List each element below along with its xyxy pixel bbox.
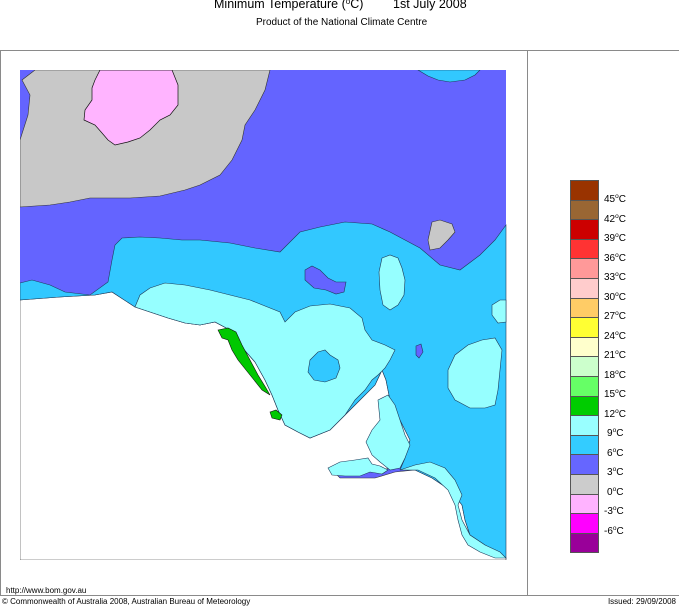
legend-swatch [571,259,598,279]
legend-divider [527,50,528,596]
legend-label: 27oC [604,310,626,322]
legend-swatch [571,494,598,515]
legend-swatch [571,514,598,534]
legend-swatch [571,318,598,338]
legend-label: 12oC [604,408,626,420]
land-region-12to15 [217,327,271,396]
land-region-9to12-east-small [491,299,507,324]
legend-swatch [571,376,598,397]
subtitle: Product of the National Climate Centre [256,17,428,28]
land-region-9to12-east [447,337,503,409]
land-region-3to6-lake-small [415,343,424,359]
legend-label: 9oC [607,427,624,439]
legend-label: 3oC [607,466,624,478]
map-frame [0,50,679,596]
legend-label: 30oC [604,291,626,303]
legend-swatch [571,435,598,456]
legend-label: 42oC [604,213,626,225]
legend-swatch [571,298,598,319]
legend-swatch [571,396,598,417]
legend-swatch [571,181,598,201]
source-url: http://www.bom.gov.au [6,586,87,595]
legend-label: 36oC [604,252,626,264]
legend-label: 39oC [604,232,626,244]
legend-swatch [571,474,598,495]
issued-date: Issued: 29/09/2008 [607,597,676,606]
legend-label: 18oC [604,369,626,381]
land-region-9to12-central [378,254,406,311]
legend-swatch [571,337,598,358]
land-region-6to9-lake [307,349,341,383]
legend-label: 0oC [607,486,624,498]
legend-label: 33oC [604,271,626,283]
legend-label: 24oC [604,330,626,342]
legend-swatch [571,220,598,240]
land-region-9to12-southeast [399,461,507,559]
legend-label: 21oC [604,349,626,361]
legend-swatch [571,416,598,436]
temperature-map [20,70,507,560]
land-region-kangaroo-island [327,457,389,477]
land-region-9to12-peninsula [365,394,411,471]
legend-label: 45oC [604,193,626,205]
land-region-m3to0 [83,70,179,146]
legend-label: -3oC [604,505,624,517]
title-date: 1st July 2008 [393,0,467,11]
land-region-3to6-lake [304,265,347,295]
title-text: Minimum Temperature (oC) [214,0,364,11]
copyright: © Commonwealth of Australia 2008, Austra… [2,597,251,606]
legend-swatch [571,278,598,299]
legend [570,180,599,554]
legend-label: 15oC [604,388,626,400]
land-region-0to3 [20,70,271,208]
legend-swatch [571,357,598,377]
legend-label: 6oC [607,447,624,459]
legend-swatch [571,200,598,221]
land-region-12to15-small [269,409,283,421]
legend-label: -6oC [604,525,624,537]
legend-swatch [571,239,598,260]
legend-swatch [571,455,598,475]
map-title: Minimum Temperature (oC) 1st July 2008 [0,0,680,17]
legend-swatch [571,533,598,553]
land-region-0to3-east [427,219,456,251]
land-region-6to9-north [417,70,481,83]
